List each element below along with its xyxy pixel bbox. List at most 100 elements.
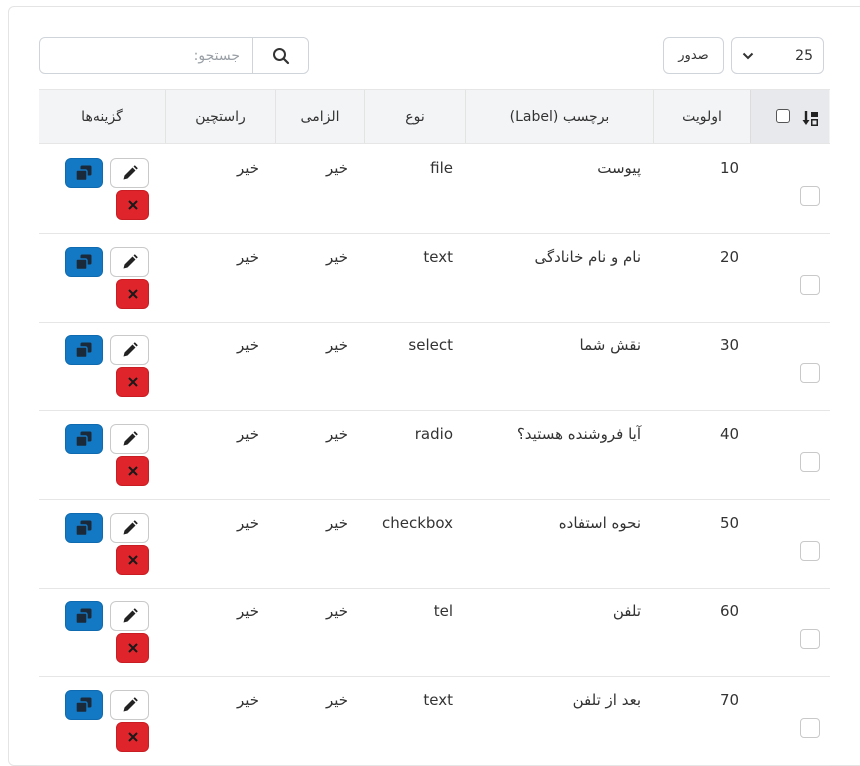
row-checkbox[interactable]: [800, 363, 820, 383]
table-row: خیر خیر file پیوست 10: [39, 145, 830, 234]
rtl-cell: خیر: [237, 602, 260, 620]
search-box: [39, 37, 309, 74]
required-cell: خیر: [326, 691, 349, 709]
label-cell: نقش شما: [579, 336, 641, 354]
required-cell: خیر: [326, 336, 349, 354]
copy-icon: [75, 697, 92, 713]
type-cell: tel: [433, 602, 453, 620]
page-size-value: 25: [795, 47, 813, 64]
row-checkbox[interactable]: [800, 275, 820, 295]
priority-cell: 10: [720, 159, 740, 177]
edit-button[interactable]: [110, 690, 149, 720]
copy-button[interactable]: [65, 424, 103, 454]
pencil-icon: [123, 342, 138, 357]
chevron-down-icon: [742, 52, 754, 59]
header-options: گزینه‌ها: [81, 108, 123, 125]
page-size-select[interactable]: 25: [731, 37, 824, 74]
header-select-cell: [750, 90, 829, 143]
select-all-checkbox[interactable]: [776, 109, 790, 123]
required-cell: خیر: [326, 602, 349, 620]
copy-icon: [75, 342, 92, 358]
copy-icon: [75, 608, 92, 624]
table-row: خیر خیر tel تلفن 60: [39, 588, 830, 677]
pencil-icon: [123, 431, 138, 446]
pencil-icon: [123, 520, 138, 535]
priority-cell: 50: [720, 514, 740, 532]
search-icon: [272, 47, 289, 64]
table-row: خیر خیر text بعد از تلفن 70: [39, 677, 830, 766]
edit-button[interactable]: [110, 601, 149, 631]
edit-button[interactable]: [110, 424, 149, 454]
type-cell: file: [430, 159, 453, 177]
copy-button[interactable]: [65, 601, 103, 631]
type-cell: radio: [414, 425, 453, 443]
rtl-cell: خیر: [237, 336, 260, 354]
rtl-cell: خیر: [237, 691, 260, 709]
pencil-icon: [123, 254, 138, 269]
copy-icon: [75, 431, 92, 447]
type-cell: text: [423, 248, 453, 266]
export-button[interactable]: صدور: [663, 37, 724, 74]
label-cell: نحوه استفاده: [558, 514, 641, 532]
pencil-icon: [123, 697, 138, 712]
edit-button[interactable]: [110, 247, 149, 277]
table-row: خیر خیر select نقش شما 30: [39, 322, 830, 411]
close-icon: [127, 643, 138, 653]
row-checkbox[interactable]: [800, 541, 820, 561]
table-row: خیر خیر text نام و نام خانادگی 20: [39, 234, 830, 323]
copy-button[interactable]: [65, 335, 103, 365]
label-cell: تلفن: [612, 602, 641, 620]
copy-button[interactable]: [65, 247, 103, 277]
edit-button[interactable]: [110, 158, 149, 188]
copy-icon: [75, 254, 92, 270]
close-icon: [127, 377, 138, 387]
required-cell: خیر: [326, 248, 349, 266]
label-cell: آیا فروشنده هستید؟: [516, 425, 641, 443]
copy-button[interactable]: [65, 158, 103, 188]
close-icon: [127, 555, 138, 565]
rtl-cell: خیر: [237, 514, 260, 532]
delete-button[interactable]: [116, 545, 149, 575]
header-rtl[interactable]: راستچین: [165, 90, 275, 143]
row-checkbox[interactable]: [800, 452, 820, 472]
search-button[interactable]: [252, 38, 308, 73]
search-input[interactable]: [40, 38, 252, 73]
row-checkbox[interactable]: [800, 718, 820, 738]
copy-button[interactable]: [65, 690, 103, 720]
header-label[interactable]: برچسب (Label): [465, 90, 653, 143]
row-checkbox[interactable]: [800, 186, 820, 206]
required-cell: خیر: [326, 425, 349, 443]
delete-button[interactable]: [116, 722, 149, 752]
header-required[interactable]: الزامی: [275, 90, 364, 143]
delete-button[interactable]: [116, 633, 149, 663]
edit-button[interactable]: [110, 335, 149, 365]
priority-cell: 30: [720, 336, 740, 354]
table-row: خیر خیر radio آیا فروشنده هستید؟ 40: [39, 411, 830, 500]
delete-button[interactable]: [116, 367, 149, 397]
pencil-icon: [123, 165, 138, 180]
rtl-cell: خیر: [237, 425, 260, 443]
delete-button[interactable]: [116, 456, 149, 486]
edit-button[interactable]: [110, 513, 149, 543]
delete-button[interactable]: [116, 279, 149, 309]
type-cell: select: [408, 336, 453, 354]
type-cell: checkbox: [381, 514, 453, 532]
close-icon: [127, 466, 138, 476]
header-type[interactable]: نوع: [364, 90, 465, 143]
pencil-icon: [123, 608, 138, 623]
priority-cell: 70: [720, 691, 740, 709]
copy-icon: [75, 520, 92, 536]
rtl-cell: خیر: [237, 248, 260, 266]
close-icon: [127, 200, 138, 210]
row-checkbox[interactable]: [800, 629, 820, 649]
delete-button[interactable]: [116, 190, 149, 220]
priority-cell: 60: [720, 602, 740, 620]
type-cell: text: [423, 691, 453, 709]
copy-button[interactable]: [65, 513, 103, 543]
required-cell: خیر: [326, 159, 349, 177]
required-cell: خیر: [326, 514, 349, 532]
header-priority[interactable]: اولویت: [653, 90, 750, 143]
priority-cell: 20: [720, 248, 740, 266]
sort-descending-icon[interactable]: [801, 110, 819, 128]
label-cell: نام و نام خانادگی: [534, 248, 641, 266]
